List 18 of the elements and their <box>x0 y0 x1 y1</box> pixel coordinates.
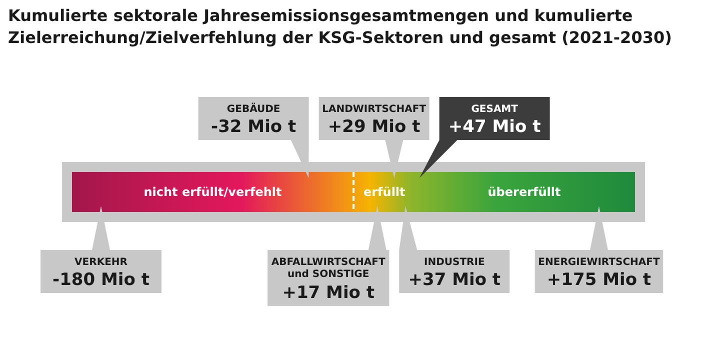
category-label: ENERGIEWIRTSCHAFT <box>538 257 660 268</box>
category-label: INDUSTRIE <box>424 257 485 268</box>
category-label: LANDWIRTSCHAFT <box>322 104 426 115</box>
text: erfüllt <box>364 185 406 199</box>
data-label: +17 Mio t <box>282 283 374 303</box>
data-label: +29 Mio t <box>328 117 420 137</box>
data-label: +175 Mio t <box>546 270 652 290</box>
data-label: -180 Mio t <box>52 270 150 290</box>
data-label: +37 Mio t <box>408 270 501 290</box>
category-label: VERKEHR <box>74 257 128 268</box>
text: Kumulierte sektorale Jahresemissionsgesamtmengen und kumulierte Zielerreichung/Zielverfehlung der KSG-Sektoren und gesamt (2021-2030) <box>8 6 672 47</box>
text: nicht erfüllt/verfehlt <box>144 185 282 199</box>
data-label: +47 Mio t <box>448 117 541 137</box>
category-label: ABFALLWIRTSCHAFT und SONSTIGE <box>271 257 386 280</box>
category-label: GEBÄUDE <box>226 102 280 115</box>
data-label: -32 Mio t <box>211 117 296 137</box>
text: übererfüllt <box>488 185 561 199</box>
category-label: GESAMT <box>471 104 518 115</box>
